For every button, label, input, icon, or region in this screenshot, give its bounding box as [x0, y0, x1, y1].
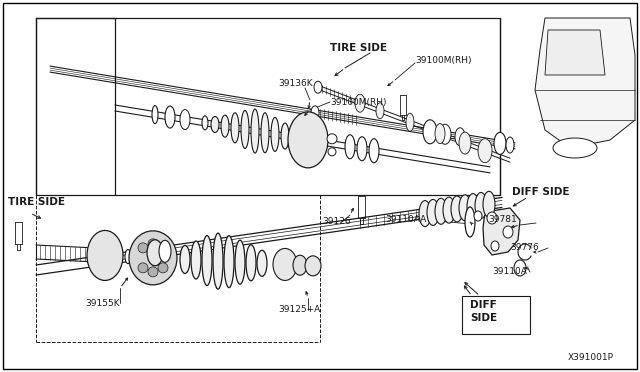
Ellipse shape	[465, 207, 475, 237]
Polygon shape	[545, 30, 605, 75]
Ellipse shape	[191, 241, 201, 279]
Text: 39126: 39126	[322, 218, 351, 227]
Ellipse shape	[506, 137, 514, 153]
Text: 39110A: 39110A	[492, 267, 527, 276]
Ellipse shape	[231, 113, 239, 143]
Ellipse shape	[180, 246, 190, 273]
Ellipse shape	[314, 81, 322, 93]
Ellipse shape	[439, 124, 451, 144]
Ellipse shape	[311, 106, 319, 120]
Ellipse shape	[478, 139, 492, 163]
Ellipse shape	[467, 194, 479, 219]
Ellipse shape	[224, 235, 234, 288]
Ellipse shape	[202, 116, 208, 130]
Ellipse shape	[327, 134, 337, 144]
Text: 39781: 39781	[488, 215, 516, 224]
Ellipse shape	[459, 195, 471, 221]
Ellipse shape	[147, 240, 163, 266]
Ellipse shape	[483, 191, 495, 217]
Ellipse shape	[202, 235, 212, 286]
Ellipse shape	[148, 267, 158, 277]
Ellipse shape	[494, 132, 506, 154]
Ellipse shape	[293, 255, 307, 275]
Text: TIRE SIDE: TIRE SIDE	[330, 43, 387, 53]
Ellipse shape	[474, 211, 482, 221]
Text: 39136K: 39136K	[278, 80, 312, 89]
Polygon shape	[483, 208, 520, 255]
Ellipse shape	[129, 231, 177, 285]
Ellipse shape	[159, 240, 171, 262]
Ellipse shape	[355, 94, 365, 112]
Ellipse shape	[328, 148, 336, 156]
Text: 39776: 39776	[510, 244, 539, 253]
Text: 39100M(RH): 39100M(RH)	[330, 97, 387, 106]
Ellipse shape	[241, 110, 249, 148]
Ellipse shape	[235, 240, 245, 284]
Ellipse shape	[369, 139, 379, 163]
Ellipse shape	[443, 197, 455, 223]
Ellipse shape	[251, 109, 259, 153]
Ellipse shape	[487, 212, 497, 224]
Ellipse shape	[419, 201, 431, 227]
Text: DIFF SIDE: DIFF SIDE	[512, 187, 570, 197]
Ellipse shape	[345, 135, 355, 159]
Ellipse shape	[455, 128, 465, 146]
Ellipse shape	[273, 248, 297, 280]
Ellipse shape	[158, 243, 168, 253]
Ellipse shape	[138, 243, 148, 253]
Ellipse shape	[158, 263, 168, 273]
Polygon shape	[535, 18, 635, 148]
Ellipse shape	[435, 198, 447, 224]
Ellipse shape	[491, 241, 499, 251]
Ellipse shape	[357, 137, 367, 161]
Text: 39155K: 39155K	[85, 298, 120, 308]
Text: 39110AA: 39110AA	[385, 215, 426, 224]
Ellipse shape	[503, 226, 513, 238]
Text: SIDE: SIDE	[470, 313, 497, 323]
Ellipse shape	[459, 132, 471, 154]
Ellipse shape	[423, 120, 437, 144]
Ellipse shape	[514, 260, 526, 276]
Text: TIRE SIDE: TIRE SIDE	[8, 197, 65, 207]
Ellipse shape	[261, 113, 269, 153]
Text: 39125+A: 39125+A	[278, 305, 320, 314]
Ellipse shape	[475, 192, 487, 218]
Ellipse shape	[213, 233, 223, 289]
Text: X391001P: X391001P	[568, 353, 614, 362]
Text: DIFF: DIFF	[470, 300, 497, 310]
Ellipse shape	[271, 118, 279, 151]
Ellipse shape	[221, 115, 229, 137]
Ellipse shape	[406, 113, 414, 131]
Ellipse shape	[281, 123, 289, 149]
Ellipse shape	[451, 196, 463, 222]
Ellipse shape	[305, 256, 321, 276]
Ellipse shape	[427, 199, 439, 225]
Ellipse shape	[553, 138, 597, 158]
Ellipse shape	[435, 124, 445, 144]
Ellipse shape	[87, 230, 123, 280]
Ellipse shape	[211, 116, 219, 132]
Ellipse shape	[376, 103, 384, 119]
Bar	[462, 296, 530, 334]
Ellipse shape	[165, 106, 175, 128]
Ellipse shape	[152, 106, 158, 124]
Ellipse shape	[180, 109, 190, 129]
Ellipse shape	[288, 112, 328, 168]
Ellipse shape	[125, 250, 131, 264]
Ellipse shape	[148, 239, 158, 249]
Text: 39100M(RH): 39100M(RH)	[415, 55, 472, 64]
Ellipse shape	[257, 250, 267, 276]
Ellipse shape	[246, 245, 256, 281]
Ellipse shape	[138, 263, 148, 273]
